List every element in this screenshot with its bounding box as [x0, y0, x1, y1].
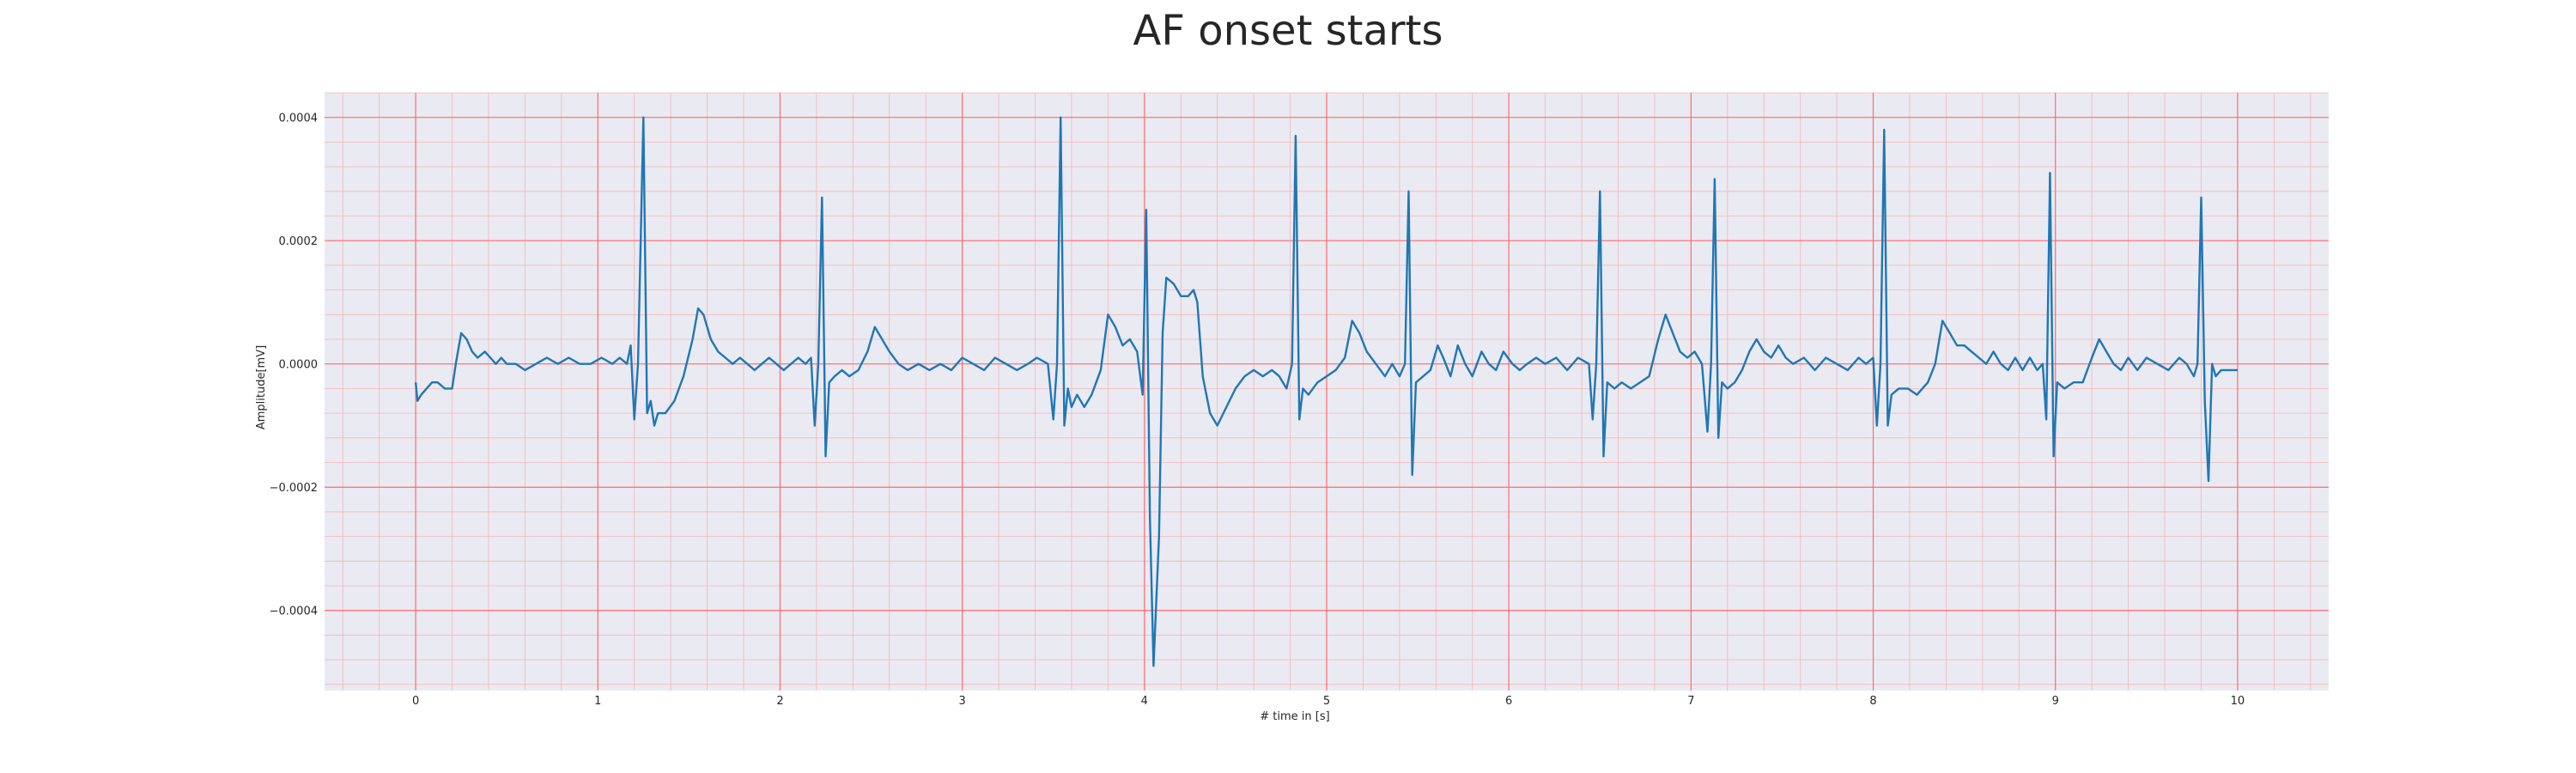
- plot-area: [325, 92, 2329, 691]
- x-tick-label: 3: [958, 695, 965, 708]
- y-tick-label: −0.0004: [270, 606, 318, 618]
- x-tick-label: 2: [776, 695, 783, 708]
- x-tick-label: 1: [594, 695, 601, 708]
- x-tick-label: 9: [2052, 695, 2059, 708]
- x-tick-label: 10: [2231, 695, 2245, 708]
- x-tick-label: 0: [412, 695, 419, 708]
- chart-title: AF onset starts: [1133, 7, 1443, 55]
- y-tick-label: 0.0000: [279, 359, 319, 372]
- y-tick-label: 0.0002: [279, 235, 319, 248]
- x-axis-ticks: 0 1 2 3 4 5 6 7 8 9 10: [412, 695, 2245, 708]
- y-tick-label: 0.0004: [279, 113, 319, 125]
- major-grid: [325, 93, 2329, 691]
- y-axis-ticks: 0.0004 0.0002 0.0000 −0.0002 −0.0004: [270, 113, 318, 618]
- x-tick-label: 4: [1141, 695, 1148, 708]
- series-line-ecg: [414, 116, 2238, 667]
- y-axis-label: Amplitude[mV]: [255, 345, 268, 429]
- x-tick-label: 6: [1505, 695, 1512, 708]
- x-tick-label: 7: [1687, 695, 1694, 708]
- x-tick-label: 5: [1323, 695, 1330, 708]
- x-tick-label: 8: [1869, 695, 1876, 708]
- x-axis-label: # time in [s]: [1260, 710, 1329, 723]
- y-tick-label: −0.0002: [270, 482, 318, 495]
